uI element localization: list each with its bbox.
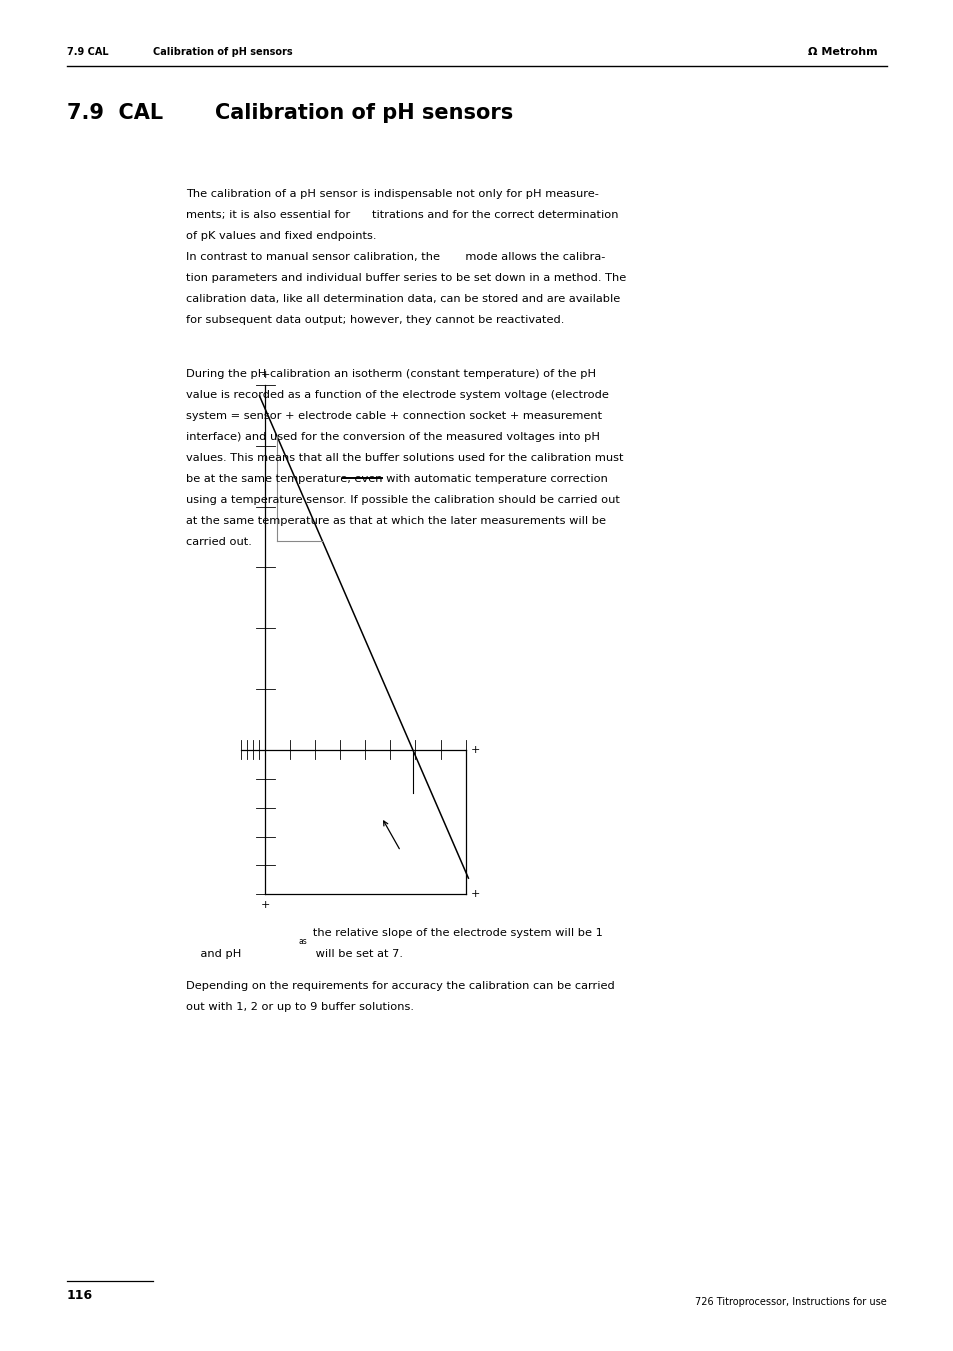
Text: +: + [470, 744, 479, 755]
Text: tion parameters and individual buffer series to be set down in a method. The: tion parameters and individual buffer se… [186, 273, 625, 282]
Text: Calibration of pH sensors: Calibration of pH sensors [152, 47, 292, 57]
Text: of pK values and fixed endpoints.: of pK values and fixed endpoints. [186, 231, 376, 240]
Text: using a temperature sensor. If possible the calibration should be carried out: using a temperature sensor. If possible … [186, 496, 619, 505]
Text: +: + [470, 889, 479, 900]
Text: for subsequent data output; however, they cannot be reactivated.: for subsequent data output; however, the… [186, 315, 564, 324]
Text: value is recorded as a function of the electrode system voltage (electrode: value is recorded as a function of the e… [186, 390, 608, 400]
Text: Calibration of pH sensors: Calibration of pH sensors [214, 103, 513, 123]
Text: as: as [298, 938, 307, 946]
Text: values. This means that all the buffer solutions used for the calibration must: values. This means that all the buffer s… [186, 454, 623, 463]
Text: 7.9  CAL: 7.9 CAL [67, 103, 163, 123]
Text: be at the same temperature, even with automatic temperature correction: be at the same temperature, even with au… [186, 474, 607, 484]
Text: interface) and used for the conversion of the measured voltages into pH: interface) and used for the conversion o… [186, 432, 599, 442]
Text: 7.9 CAL: 7.9 CAL [67, 47, 109, 57]
Text: Depending on the requirements for accuracy the calibration can be carried: Depending on the requirements for accura… [186, 981, 614, 990]
Text: at the same temperature as that at which the later measurements will be: at the same temperature as that at which… [186, 516, 605, 526]
Text: In contrast to manual sensor calibration, the       mode allows the calibra-: In contrast to manual sensor calibration… [186, 251, 605, 262]
Text: ments; it is also essential for      titrations and for the correct determinatio: ments; it is also essential for titratio… [186, 211, 618, 220]
Text: carried out.: carried out. [186, 538, 252, 547]
Text: +: + [260, 370, 270, 380]
Text: and pH: and pH [186, 950, 241, 959]
Text: out with 1, 2 or up to 9 buffer solutions.: out with 1, 2 or up to 9 buffer solution… [186, 1002, 414, 1012]
Text: will be set at 7.: will be set at 7. [312, 950, 402, 959]
Text: During the pH calibration an isotherm (constant temperature) of the pH: During the pH calibration an isotherm (c… [186, 370, 596, 380]
Text: system = sensor + electrode cable + connection socket + measurement: system = sensor + electrode cable + conn… [186, 412, 601, 422]
Text: The calibration of a pH sensor is indispensable not only for pH measure-: The calibration of a pH sensor is indisp… [186, 189, 598, 199]
Text: 116: 116 [67, 1289, 92, 1302]
Text: calibration data, like all determination data, can be stored and are available: calibration data, like all determination… [186, 295, 619, 304]
Text: the relative slope of the electrode system will be 1: the relative slope of the electrode syst… [186, 928, 602, 938]
Text: Ω Metrohm: Ω Metrohm [807, 47, 877, 57]
Text: 726 Titroprocessor, Instructions for use: 726 Titroprocessor, Instructions for use [695, 1297, 886, 1306]
Text: +: + [260, 900, 270, 909]
